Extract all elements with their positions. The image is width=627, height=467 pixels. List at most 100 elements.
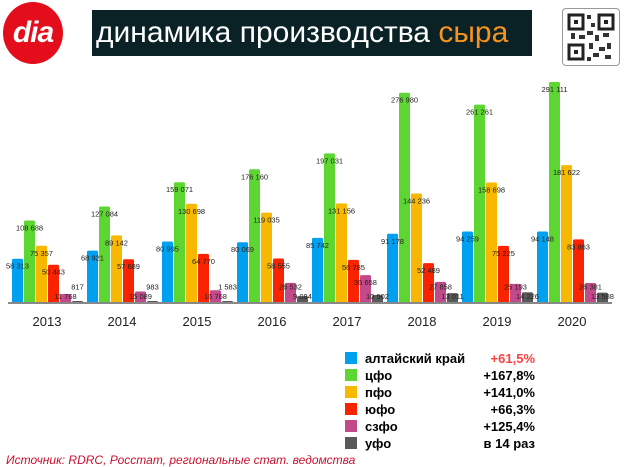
bar-2017-2 bbox=[336, 203, 347, 303]
legend-item: юфо +66,3% bbox=[345, 401, 560, 418]
legend-item: уфо в 14 раз bbox=[345, 435, 560, 452]
data-label: 10 502 bbox=[366, 292, 389, 301]
legend-label: сзфо bbox=[365, 419, 398, 434]
x-tick-label: 2014 bbox=[108, 314, 137, 329]
bar-2019-0 bbox=[462, 231, 473, 303]
x-tick-label: 2017 bbox=[333, 314, 362, 329]
bar-2015-0 bbox=[162, 241, 173, 303]
legend-item: пфо +141,0% bbox=[345, 384, 560, 401]
data-label: 26 381 bbox=[579, 283, 602, 292]
bar-2019-2 bbox=[486, 182, 497, 303]
data-label: 144 236 bbox=[403, 197, 430, 206]
x-tick-label: 2018 bbox=[408, 314, 437, 329]
source-note: Источник: RDRC, Росстат, региональные ст… bbox=[6, 453, 356, 467]
bar-2020-4 bbox=[585, 282, 596, 303]
data-label: 1 583 bbox=[218, 283, 237, 292]
legend-swatch bbox=[345, 352, 357, 364]
bar-2016-5 bbox=[297, 296, 308, 303]
x-tick-label: 2013 bbox=[33, 314, 62, 329]
data-label: 75 225 bbox=[492, 249, 515, 258]
bar-2013-1 bbox=[24, 220, 35, 303]
data-label: 25 193 bbox=[504, 283, 527, 292]
data-label: 276 980 bbox=[391, 96, 418, 105]
x-tick-label: 2020 bbox=[558, 314, 587, 329]
bar-2014-1 bbox=[99, 206, 110, 303]
data-label: 94 259 bbox=[456, 234, 479, 243]
bar-2014-0 bbox=[87, 250, 98, 303]
bar-2017-5 bbox=[372, 295, 383, 303]
data-label: 26 532 bbox=[279, 283, 302, 292]
data-label: 159 071 bbox=[166, 185, 193, 194]
data-label: 58 555 bbox=[267, 262, 290, 271]
bar-2015-1 bbox=[174, 182, 185, 303]
bar-2018-1 bbox=[399, 92, 410, 304]
data-label: 52 489 bbox=[417, 266, 440, 275]
data-label: 85 742 bbox=[306, 241, 329, 250]
legend-swatch bbox=[345, 369, 357, 381]
title-accent: сыра bbox=[438, 16, 509, 49]
bar-2017-1 bbox=[324, 153, 335, 303]
legend-change: +167,8% bbox=[483, 368, 535, 383]
bar-2020-5 bbox=[597, 292, 608, 303]
bar-2014-2 bbox=[111, 235, 122, 303]
data-label: 56 785 bbox=[342, 263, 365, 272]
legend-label: цфо bbox=[365, 368, 393, 383]
bar-2014-4 bbox=[135, 291, 146, 303]
bar-2019-1 bbox=[474, 104, 485, 303]
data-label: 127 084 bbox=[91, 210, 118, 219]
bar-2016-2 bbox=[261, 212, 272, 303]
bar-2013-3 bbox=[48, 264, 59, 303]
data-label: 119 035 bbox=[253, 216, 280, 225]
bar-2015-4 bbox=[210, 290, 221, 303]
legend-swatch bbox=[345, 403, 357, 415]
bar-2017-0 bbox=[312, 237, 323, 303]
legend-label: юфо bbox=[365, 402, 396, 417]
legend-change: +125,4% bbox=[483, 419, 535, 434]
data-label: 64 770 bbox=[192, 257, 215, 266]
data-label: 80 995 bbox=[156, 245, 179, 254]
data-label: 57 689 bbox=[117, 262, 140, 271]
data-label: 80 069 bbox=[231, 245, 254, 254]
title-main: динамика производства bbox=[96, 16, 430, 49]
data-label: 983 bbox=[146, 283, 159, 292]
data-label: 68 921 bbox=[81, 254, 104, 263]
legend-change: в 14 раз bbox=[483, 436, 535, 451]
bar-2018-4 bbox=[435, 281, 446, 303]
x-tick-label: 2015 bbox=[183, 314, 212, 329]
data-label: 108 688 bbox=[16, 223, 43, 232]
data-label: 27 858 bbox=[429, 283, 452, 292]
legend-label: уфо bbox=[365, 436, 392, 451]
data-label: 58 313 bbox=[6, 262, 29, 271]
bar-2018-2 bbox=[411, 193, 422, 303]
data-label: 817 bbox=[71, 283, 84, 292]
data-label: 291 111 bbox=[542, 85, 568, 94]
data-label: 176 160 bbox=[241, 172, 268, 181]
bar-2017-3 bbox=[348, 259, 359, 303]
legend-swatch bbox=[345, 437, 357, 449]
bar-2016-4 bbox=[285, 282, 296, 303]
dia-logo: dia bbox=[3, 2, 63, 64]
legend-item: цфо +167,8% bbox=[345, 367, 560, 384]
data-label: 9 084 bbox=[293, 292, 312, 301]
legend-swatch bbox=[345, 386, 357, 398]
data-label: 181 622 bbox=[553, 168, 580, 177]
data-label: 261 261 bbox=[466, 108, 493, 117]
legend-label: пфо bbox=[365, 385, 392, 400]
data-label: 130 698 bbox=[178, 207, 205, 216]
bar-2018-0 bbox=[387, 233, 398, 303]
bar-2020-1 bbox=[549, 82, 560, 303]
qr-code-icon bbox=[562, 8, 620, 66]
logo-text: dia bbox=[12, 16, 54, 49]
bar-2015-2 bbox=[186, 203, 197, 303]
bar-2018-5 bbox=[447, 293, 458, 303]
bar-2014-3 bbox=[123, 259, 134, 303]
bar-2013-2 bbox=[36, 245, 47, 303]
bar-2018-3 bbox=[423, 263, 434, 303]
bar-2016-0 bbox=[237, 242, 248, 303]
legend-item: алтайский край +61,5% bbox=[345, 350, 560, 367]
data-label: 50 443 bbox=[42, 268, 65, 277]
data-label: 16 768 bbox=[204, 292, 227, 301]
page-title: динамика производства сыра bbox=[92, 10, 532, 56]
data-label: 11 768 bbox=[54, 292, 76, 301]
